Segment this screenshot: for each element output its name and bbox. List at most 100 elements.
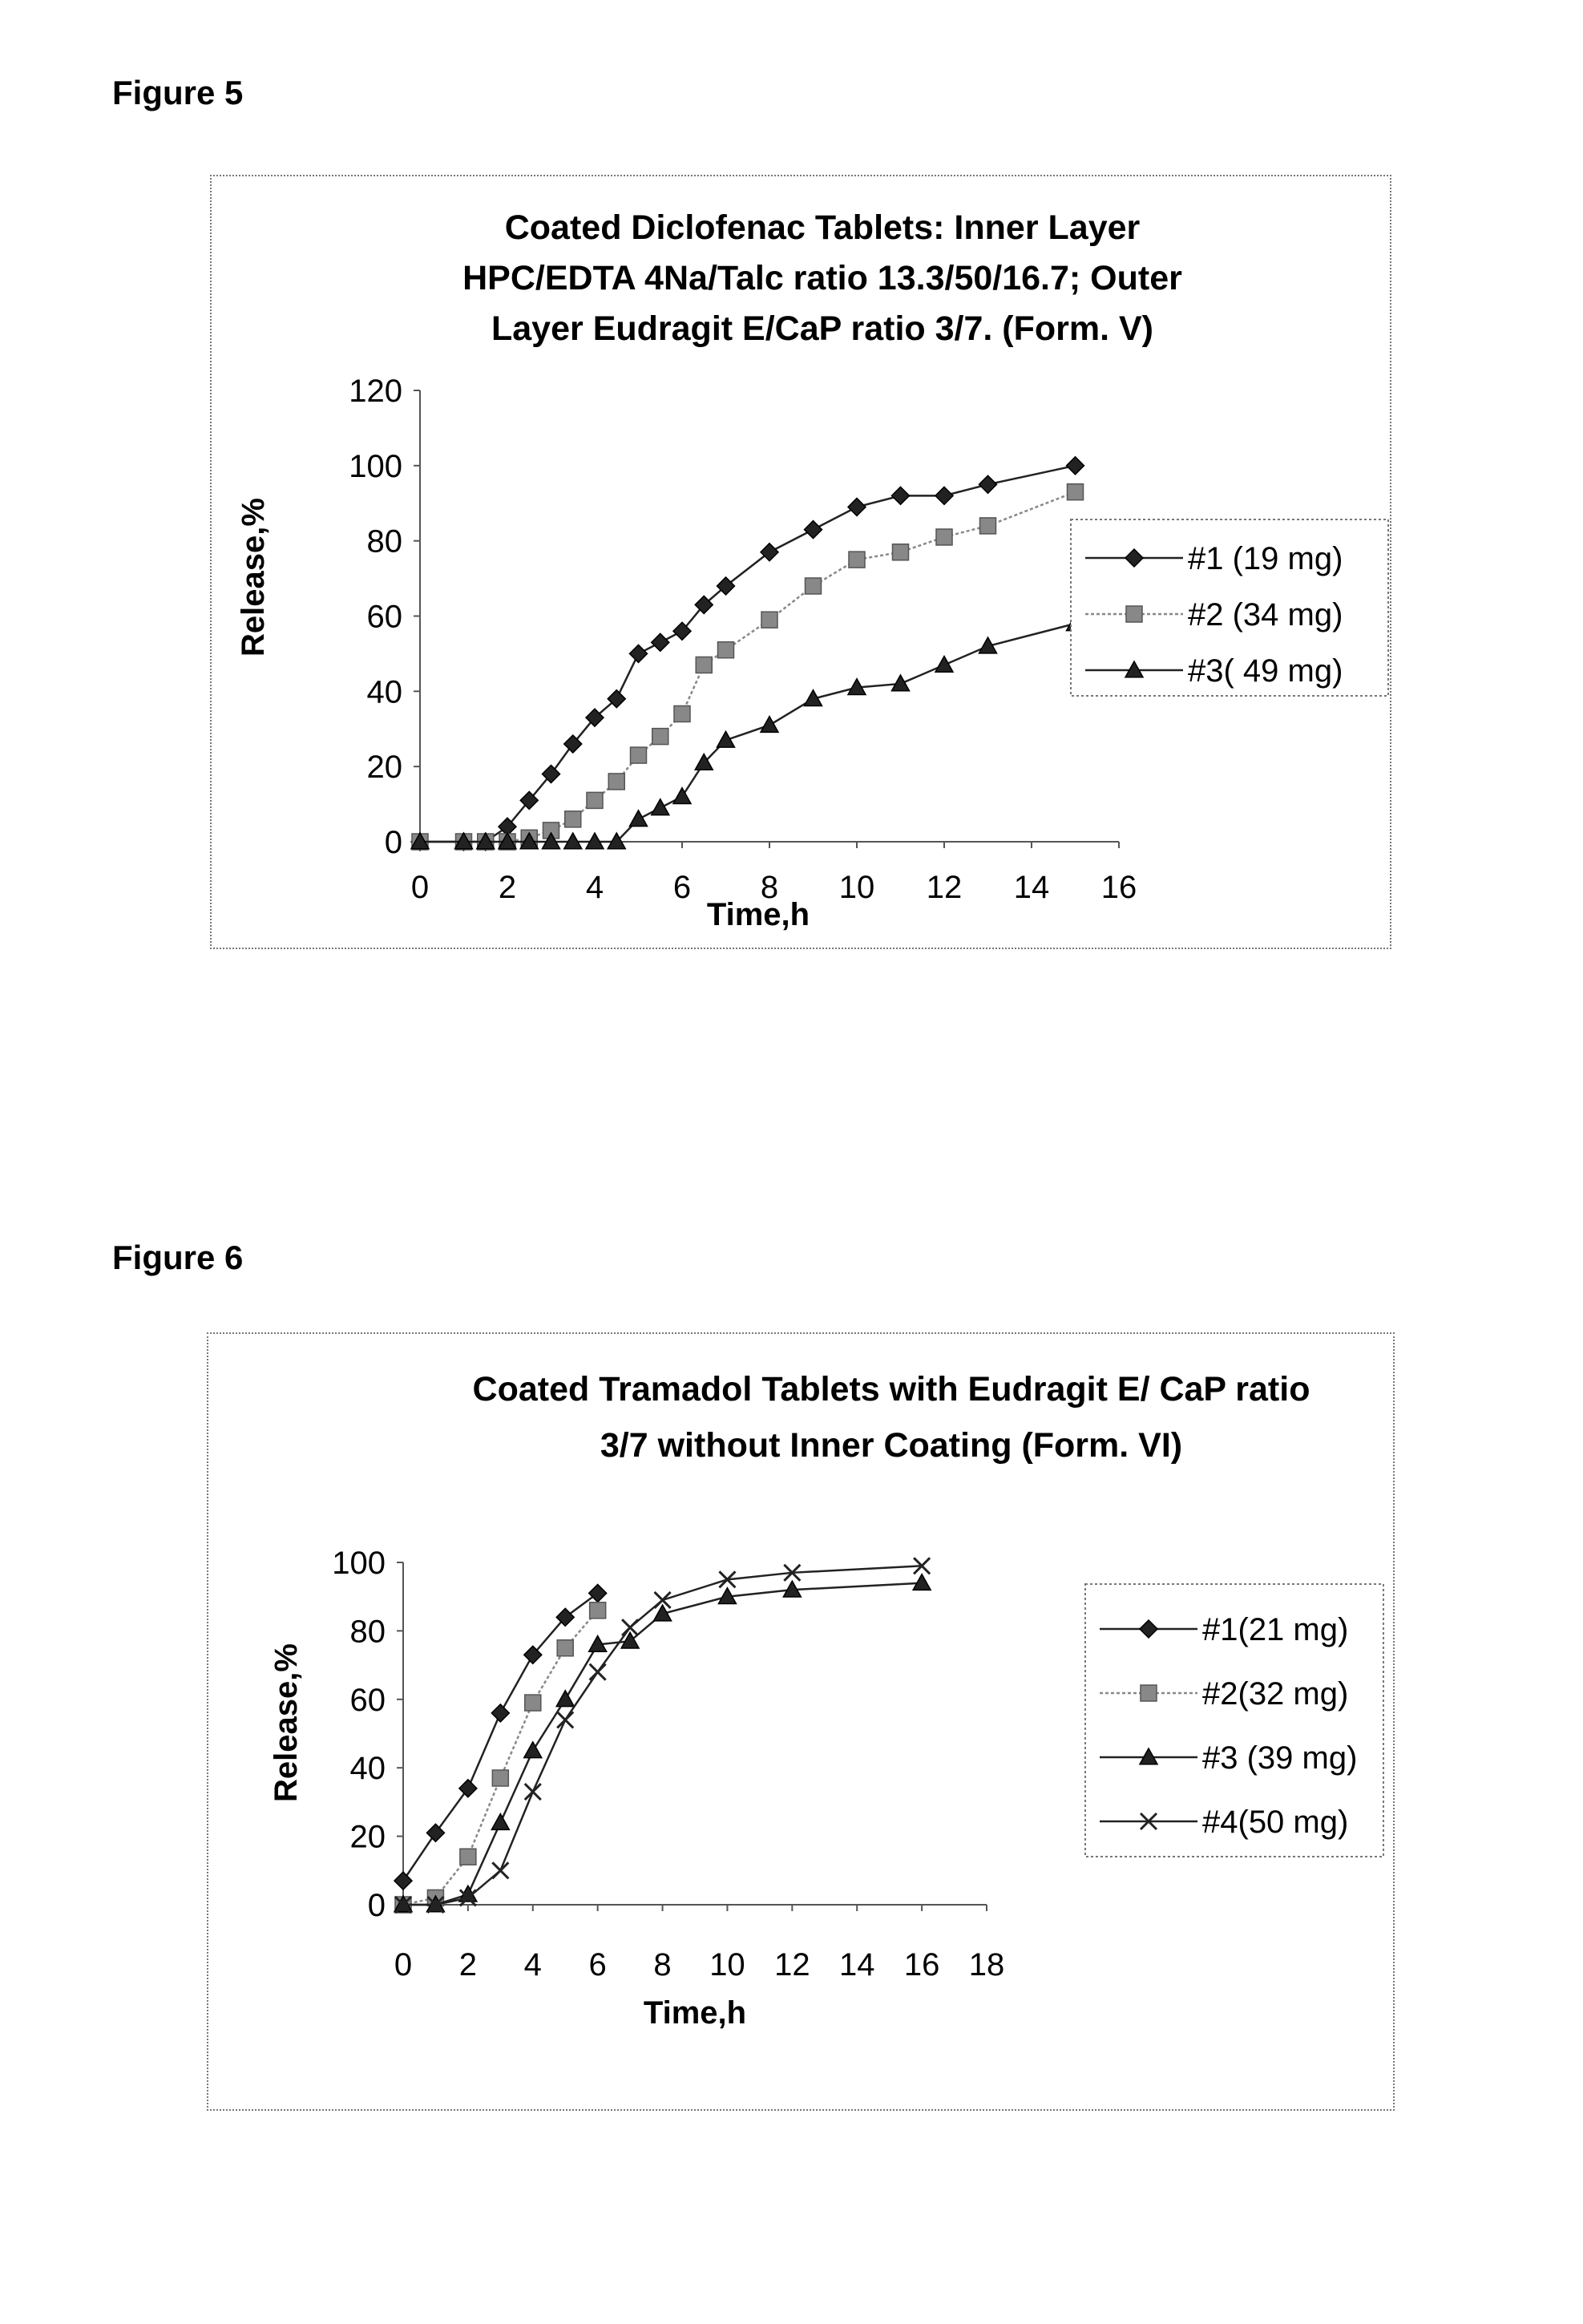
fig5-series-1-point [804,577,822,595]
fig5-y-tick-label: 60 [367,600,403,635]
fig5-series-1-point [717,641,735,659]
fig6-series-0-point [426,1823,446,1843]
fig5-series-0-point [978,475,998,495]
figure-5-chart-svg: Coated Diclofenac Tablets: Inner Layer HP… [236,208,1389,932]
fig6-series-2-point [588,1634,608,1653]
fig6-series-1-point [588,1602,607,1619]
fig6-x-tick-label: 6 [589,1947,607,1982]
fig6-x-tick-label: 2 [459,1947,477,1982]
fig5-x-tick-label: 2 [499,870,516,905]
fig5-series-2-point [584,831,605,850]
fig5-x-tick-label: 8 [761,870,778,905]
fig5-series-2-point [934,654,955,673]
fig5-series-0-point [694,595,714,615]
fig6-series-3-point [718,1570,737,1589]
fig5-x-tick-label: 0 [411,870,429,905]
fig6-series-0-point [523,1645,543,1665]
fig6-series-0-point [588,1583,608,1603]
fig6-series-0-point [491,1703,511,1723]
fig5-series-1-point [586,791,604,810]
fig6-series-1-point [459,1848,477,1865]
fig5-series-1-point [629,746,648,764]
fig6-x-tick-label: 18 [969,1947,1005,1982]
fig5-x-tick-label: 6 [673,870,691,905]
fig5-series-2-point [454,831,474,850]
fig6-series-3-point [913,1557,931,1575]
fig6-x-tick-label: 12 [774,1947,810,1982]
fig5-legend-marker-1 [1125,605,1143,623]
fig6-series-1-point [556,1639,574,1657]
fig6-series-3-point [783,1563,802,1582]
fig6-series-2-point [620,1631,640,1649]
fig6-title-line-0: Coated Tramadol Tablets with Eudragit E/… [473,1370,1310,1409]
fig5-legend-label-0: #1 (19 mg) [1188,541,1343,576]
fig5-series-1-point [1066,483,1084,501]
fig6-x-tick-label: 4 [524,1947,542,1982]
fig6-series-3-point [556,1711,575,1729]
fig6-y-tick-label: 100 [332,1546,386,1581]
fig5-series-1-point [564,810,582,828]
fig5-y-tick-label: 120 [349,374,402,409]
fig5-series-2-line [420,622,1076,843]
fig5-legend-marker-0 [1124,548,1145,568]
fig6-legend-label-2: #3 (39 mg) [1202,1740,1357,1776]
fig5-series-1-point [979,517,997,535]
fig6-legend-label-1: #2(32 mg) [1202,1676,1348,1712]
fig6-series-2-line [403,1582,923,1906]
fig6-y-tick-label: 40 [350,1751,386,1786]
fig6-legend-marker-2 [1138,1747,1159,1765]
fig6-y-tick-label: 60 [350,1683,386,1718]
fig6-x-tick-label: 10 [709,1947,745,1982]
fig6-series-3-point [621,1619,640,1637]
fig5-legend-box [1070,519,1389,697]
fig6-series-3 [394,1557,931,1914]
fig6-series-3-point [653,1590,672,1610]
fig5-series-0-point [890,486,911,506]
fig6-legend-label-3: #4(50 mg) [1202,1805,1348,1840]
fig5-series-2-point [803,689,823,707]
fig5-series-1-point [761,611,778,628]
fig6-series-0-point [458,1778,478,1798]
fig6-legend-marker-0 [1138,1619,1159,1639]
fig5-series-0-line [420,464,1076,843]
fig6-series-0-point [393,1871,414,1891]
fig5-series-2-point [890,673,911,692]
fig6-series-3-point [588,1663,607,1681]
fig5-series-2-point [716,730,736,748]
fig6-legend-marker-3 [1139,1812,1158,1831]
fig5-x-tick-label: 10 [839,870,875,905]
fig6-x-tick-label: 14 [839,1947,875,1982]
fig5-x-tick-label: 4 [586,870,604,905]
fig5-series-0-point [519,790,539,810]
fig5-series-2-point [628,809,648,827]
fig6-series-3-point [394,1895,413,1914]
fig6-series-3-point [426,1895,445,1914]
fig5-series-2-point [759,715,780,734]
fig6-y-tick-label: 0 [368,1888,386,1923]
fig6-y-tick-label: 20 [350,1820,386,1855]
fig6-series-1-point [491,1769,510,1787]
fig5-series-2-point [978,636,998,654]
fig5-series-0-point [607,689,627,709]
fig6-series-2-point [911,1573,932,1591]
fig5-series-2 [410,613,1085,850]
fig6-legend: #1(21 mg) #2(32 mg) #3 (39 mg) #4(50 mg) [1084,1583,1384,1857]
fig6-series-2-point [652,1603,672,1622]
fig5-series-2-point [693,752,714,771]
fig6-x-tick-label: 16 [904,1947,940,1982]
fig6-series-2-point [717,1586,737,1605]
fig5-series-2-point [846,677,867,696]
fig5-series-0-point [584,708,605,728]
fig5-x-tick-label: 16 [1101,870,1137,905]
fig5-series-2-point [541,831,561,850]
fig5-series-2-point [563,831,584,850]
fig6-series-1 [394,1602,607,1914]
fig5-series-1 [411,483,1084,851]
fig5-y-axis-title: Release,% [236,498,271,657]
fig6-y-tick-label: 80 [350,1614,386,1649]
fig5-series-2-point [475,831,496,850]
fig5-series-0-point [759,542,780,562]
fig6-series-2-point [555,1689,575,1708]
fig5-y-tick-label: 80 [367,524,403,560]
fig5-title-line-2: Layer Eudragit E/CaP ratio 3/7. (Form. V… [491,309,1153,348]
